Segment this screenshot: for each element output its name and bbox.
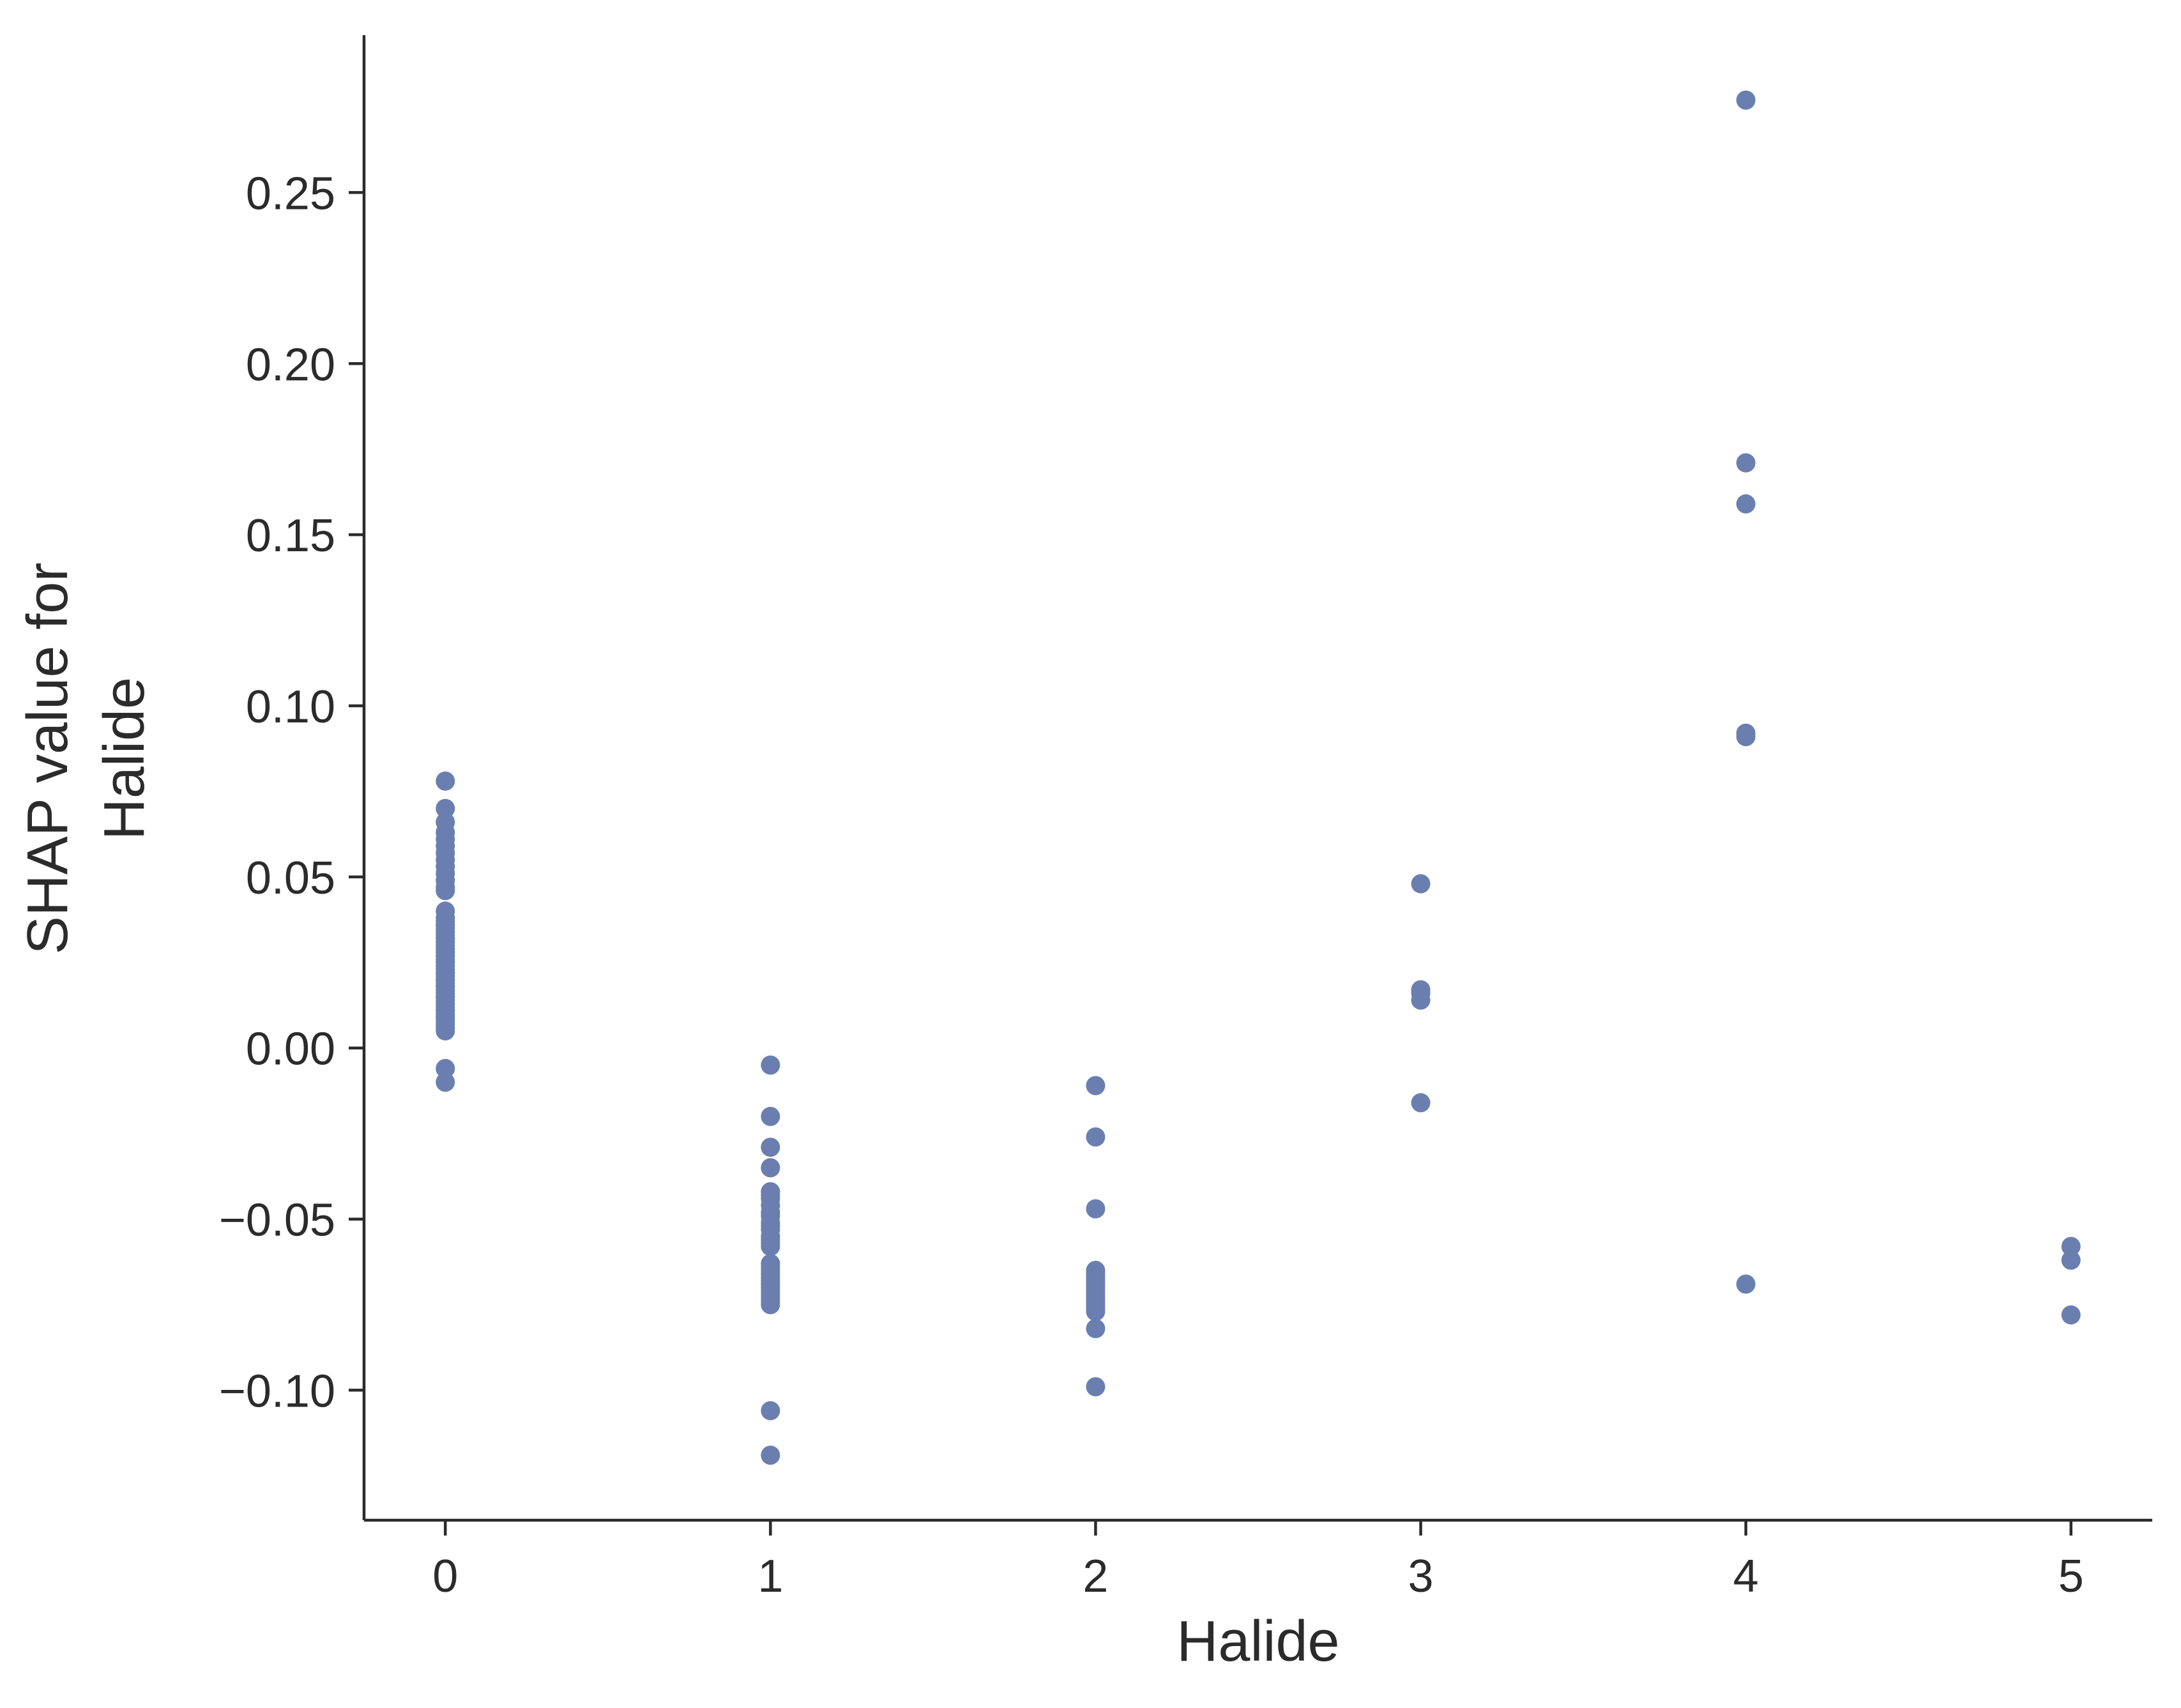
- x-tick-label: 3: [1408, 1551, 1434, 1602]
- x-axis-title: Halide: [1176, 1610, 1339, 1674]
- data-point: [761, 1206, 780, 1226]
- data-point: [1411, 874, 1431, 894]
- y-tick-label: 0.10: [246, 682, 335, 733]
- axes: [362, 35, 2152, 1522]
- data-point: [2061, 1237, 2081, 1256]
- data-point: [1736, 727, 1756, 747]
- data-point: [1411, 1093, 1431, 1113]
- data-point: [1736, 90, 1756, 110]
- data-point: [761, 1445, 780, 1465]
- y-tick-label: −0.10: [219, 1366, 335, 1417]
- data-point: [436, 1021, 455, 1041]
- data-point: [436, 881, 455, 901]
- data-point: [761, 1186, 780, 1205]
- data-point: [436, 987, 455, 1007]
- y-tick-label: −0.05: [219, 1195, 335, 1246]
- y-tick-label: 0.05: [246, 853, 335, 904]
- data-point: [436, 970, 455, 989]
- x-tick-label: 5: [2058, 1551, 2084, 1602]
- x-tick-label: 2: [1083, 1551, 1108, 1602]
- x-tick-label: 0: [432, 1551, 458, 1602]
- data-point: [1086, 1302, 1106, 1322]
- data-point: [761, 1257, 780, 1277]
- data-point: [1086, 1319, 1106, 1338]
- data-point: [1736, 494, 1756, 514]
- data-point: [1086, 1199, 1106, 1219]
- data-point: [1086, 1377, 1106, 1397]
- data-point: [761, 1158, 780, 1178]
- y-ticks: −0.10 −0.05 0.00 0.05 0.10 0.15 0.20 0.25: [219, 168, 364, 1417]
- data-point: [2061, 1250, 2081, 1270]
- data-point: [1086, 1076, 1106, 1095]
- y-tick-label: 0.20: [246, 339, 335, 390]
- x-tick-label: 1: [757, 1551, 783, 1602]
- data-point: [761, 1401, 780, 1421]
- data-point: [761, 1230, 780, 1249]
- data-point: [761, 1106, 780, 1126]
- data-points: [436, 90, 2081, 1465]
- y-axis-title-line-2: Halide: [93, 677, 156, 840]
- data-point: [1736, 1274, 1756, 1294]
- data-point: [761, 1295, 780, 1315]
- data-point: [436, 771, 455, 791]
- x-tick-label: 4: [1733, 1551, 1759, 1602]
- y-tick-label: 0.15: [246, 510, 335, 561]
- data-point: [1086, 1127, 1106, 1147]
- data-point: [436, 1072, 455, 1092]
- data-point: [1736, 453, 1756, 473]
- y-tick-label: 0.00: [246, 1024, 335, 1075]
- data-point: [761, 1055, 780, 1075]
- data-point: [436, 1058, 455, 1078]
- data-point: [2061, 1305, 2081, 1325]
- data-point: [436, 1007, 455, 1027]
- data-point: [761, 1138, 780, 1157]
- y-axis-title-line-1: SHAP value for: [16, 563, 80, 955]
- data-point: [1411, 990, 1431, 1010]
- data-point: [436, 929, 455, 949]
- data-point: [436, 798, 455, 818]
- data-point: [436, 915, 455, 934]
- x-ticks: 0 1 2 3 4 5: [432, 1520, 2084, 1602]
- y-tick-label: 0.25: [246, 168, 335, 219]
